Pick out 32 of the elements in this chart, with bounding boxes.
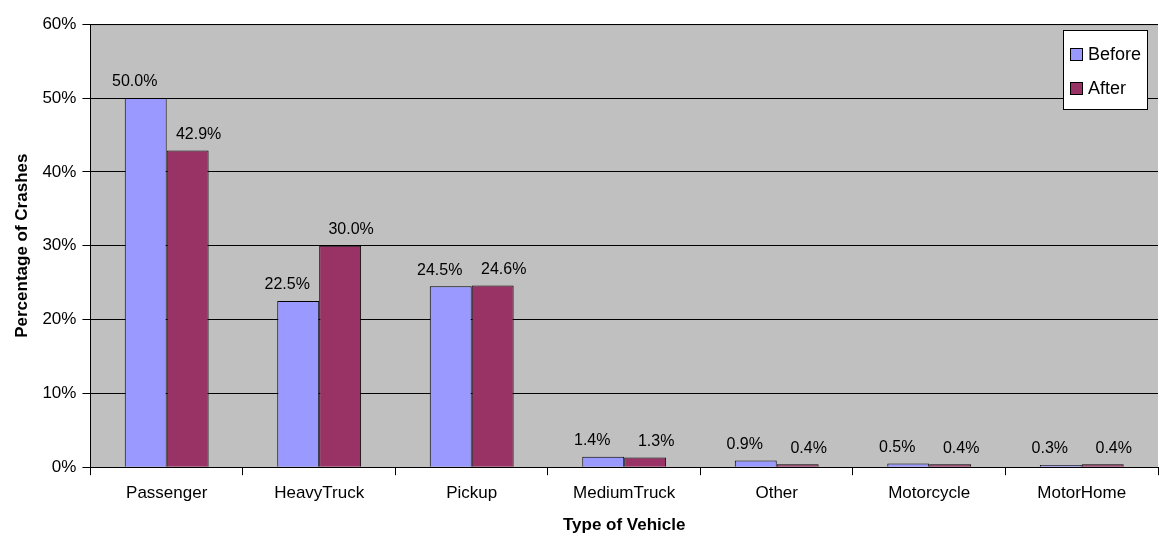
x-tick-label: HeavyTruck	[274, 483, 365, 503]
x-tick-label: MediumTruck	[573, 483, 676, 503]
x-tick-label: MotorHome	[1037, 483, 1127, 503]
data-label: 0.5%	[879, 437, 916, 455]
data-label: 22.5%	[264, 275, 310, 293]
data-label: 0.4%	[1095, 438, 1132, 456]
data-label: 1.3%	[637, 432, 675, 450]
x-tick-label: Pickup	[446, 483, 498, 503]
x-tick-label: Passenger	[126, 483, 208, 503]
y-tick-label: 40%	[42, 161, 77, 181]
y-tick-label: 30%	[42, 235, 77, 255]
data-label: 30.0%	[328, 220, 374, 238]
y-tick-label: 20%	[42, 309, 77, 329]
x-tick-label: Other	[755, 483, 799, 503]
y-tick-label: 0%	[51, 456, 77, 476]
y-axis-title: Percentage of Crashes	[11, 153, 31, 338]
data-label: 0.3%	[1031, 439, 1069, 457]
data-label: 24.5%	[417, 260, 463, 278]
y-tick-label: 10%	[42, 383, 77, 403]
legend-label: After	[1088, 77, 1127, 99]
data-label: 0.4%	[790, 438, 827, 456]
data-label: 0.9%	[726, 434, 763, 452]
y-tick-label: 60%	[42, 13, 77, 33]
legend-label: Before	[1088, 43, 1142, 65]
x-axis-title: Type of Vehicle	[562, 515, 686, 535]
data-label: 42.9%	[175, 124, 222, 142]
y-tick-label: 50%	[42, 87, 77, 107]
data-label: 24.6%	[480, 259, 527, 277]
data-label: 1.4%	[574, 431, 611, 449]
x-tick-label: Motorcycle	[888, 483, 971, 503]
data-label: 0.4%	[942, 438, 980, 456]
data-label: 50.0%	[112, 72, 158, 90]
